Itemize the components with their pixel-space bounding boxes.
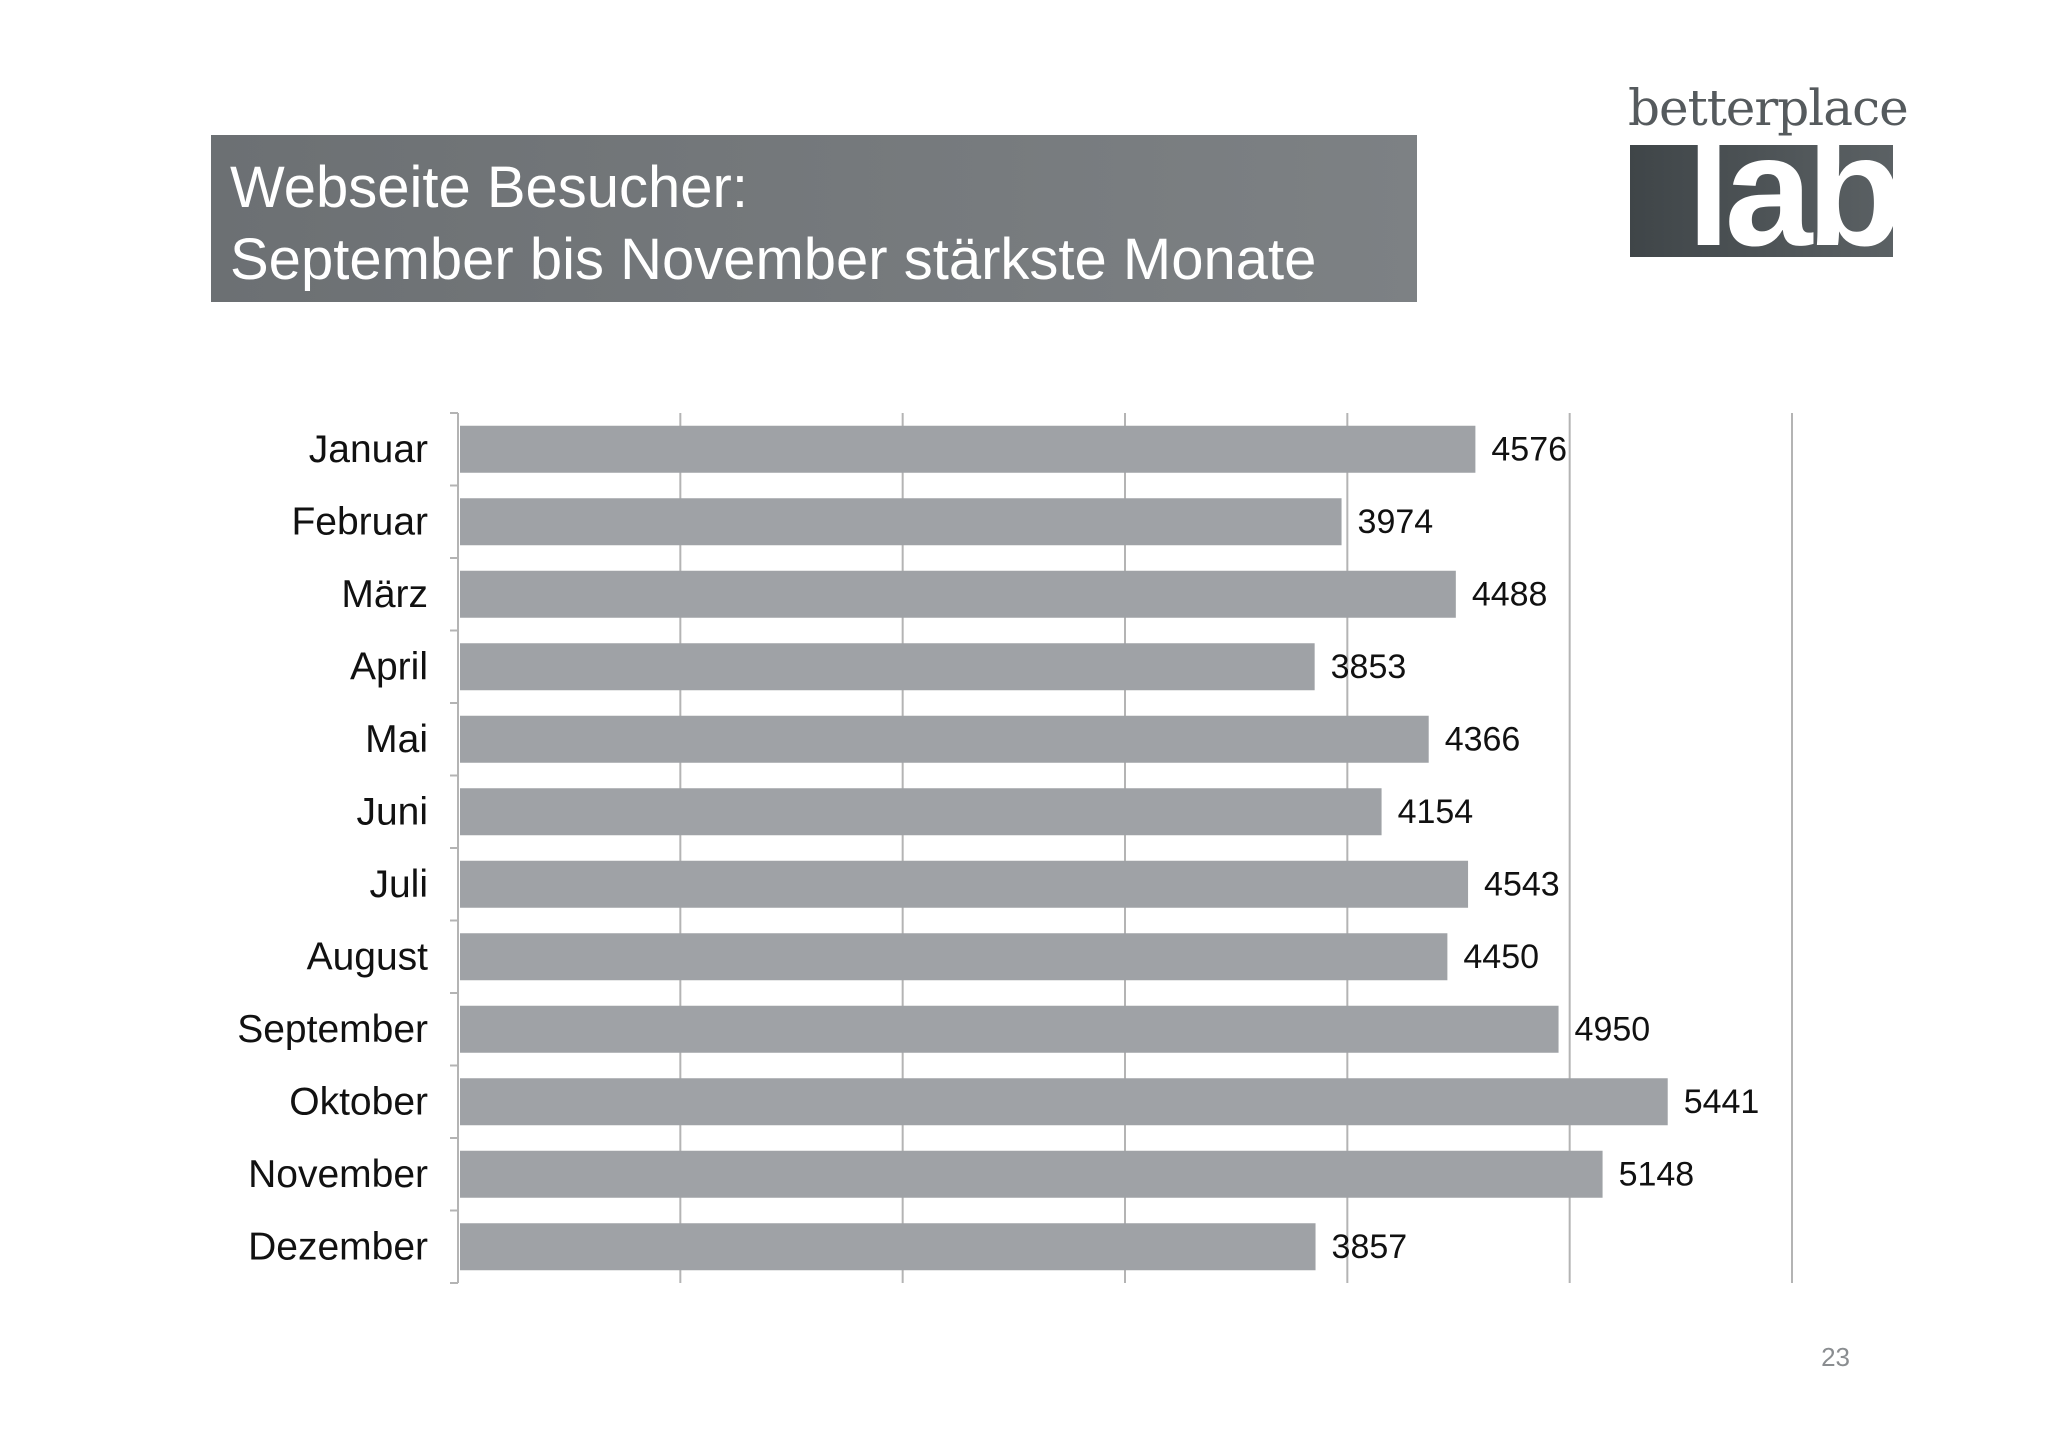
category-label: Oktober [289, 1080, 428, 1123]
data-label: 5441 [1684, 1083, 1760, 1121]
logo-top-text: betterplace [1628, 79, 1909, 137]
data-label: 4450 [1463, 938, 1539, 976]
data-label: 4543 [1484, 865, 1560, 903]
bar [460, 643, 1315, 691]
data-label: 3853 [1331, 648, 1407, 686]
logo-block-text: lab [1686, 145, 1893, 257]
logo-block: lab [1630, 145, 1893, 257]
category-label: Mai [365, 718, 428, 761]
page-number: 23 [1821, 1342, 1850, 1372]
bar [460, 1223, 1316, 1271]
category-label: Februar [291, 500, 428, 543]
bar [460, 860, 1469, 908]
bar [460, 498, 1342, 546]
data-label: 3857 [1332, 1228, 1408, 1266]
bars [460, 425, 1668, 1271]
bar [460, 570, 1456, 618]
category-label: Juli [369, 863, 428, 906]
category-label: November [248, 1153, 428, 1196]
data-label: 4576 [1491, 430, 1567, 468]
data-label: 5148 [1619, 1155, 1695, 1193]
category-label: Juni [356, 790, 428, 833]
title-line-1: Webseite Besucher: [230, 155, 748, 220]
data-label: 4366 [1445, 720, 1521, 758]
labels: Januar 4576 Februar 3974 März 4488 April 3853 Ma… [237, 428, 1759, 1269]
data-label: 4488 [1472, 575, 1548, 613]
category-label: März [341, 573, 428, 616]
category-label: Januar [309, 428, 428, 471]
bar [460, 1005, 1559, 1053]
category-axis [450, 412, 459, 1284]
title-line-2: September bis November stärkste Monate [230, 227, 1317, 292]
betterplace-lab-logo: betterplace lab [1628, 78, 1909, 258]
data-label: 3974 [1358, 503, 1434, 541]
category-label: September [237, 1008, 428, 1051]
bar [460, 788, 1382, 836]
category-label: Dezember [248, 1225, 428, 1268]
data-label: 4950 [1575, 1010, 1651, 1048]
bar [460, 425, 1476, 473]
grid-lines [679, 413, 1793, 1283]
category-label: April [350, 645, 428, 688]
bar [460, 933, 1448, 981]
title-box: Webseite Besucher: September bis Novembe… [211, 135, 1417, 302]
bar [460, 715, 1429, 763]
category-label: August [307, 935, 429, 978]
data-label: 4154 [1398, 793, 1474, 831]
bar [460, 1150, 1603, 1198]
bar [460, 1078, 1668, 1126]
